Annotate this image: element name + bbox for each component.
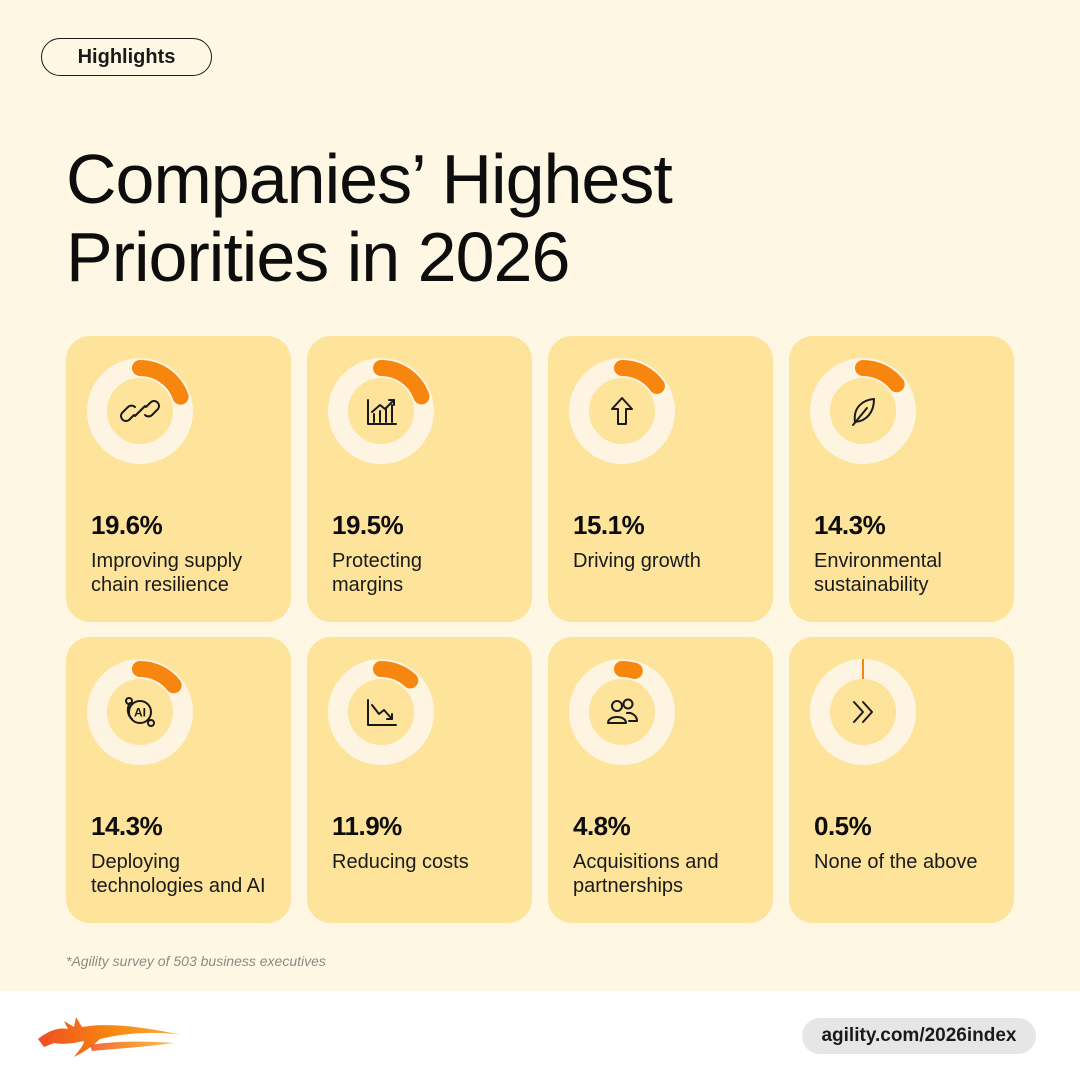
highlights-badge: Highlights	[41, 38, 212, 76]
priority-label: Driving growth	[573, 549, 763, 573]
progress-ring	[87, 358, 193, 464]
progress-ring	[569, 659, 675, 765]
percentage-value: 19.6%	[91, 510, 163, 540]
progress-ring	[569, 358, 675, 464]
priority-label-line: Improving supply	[91, 550, 243, 572]
people-icon	[607, 698, 638, 724]
priority-label: Improving supply chain resilience	[91, 549, 281, 597]
priority-label-line: sustainability	[814, 574, 929, 596]
priority-card: 11.9% Reducing costs	[307, 637, 532, 923]
ring-value-arc	[373, 360, 430, 405]
progress-ring	[328, 659, 434, 765]
progress-ring	[328, 358, 434, 464]
priority-label: Protecting margins	[332, 549, 522, 597]
arrow-up-icon	[611, 397, 633, 425]
priority-label-line: Deploying	[91, 851, 180, 873]
progress-ring	[810, 659, 916, 765]
priority-label-line: Protecting	[332, 550, 423, 572]
priority-label: Environmental sustainability	[814, 549, 1004, 597]
priority-label-line: partnerships	[573, 875, 684, 897]
link-icon	[120, 400, 160, 422]
percentage-value: 15.1%	[573, 510, 645, 540]
priority-label-line: Acquisitions and	[573, 851, 719, 873]
website-url-link[interactable]: agility.com/2026index	[802, 1018, 1036, 1054]
percentage-value: 19.5%	[332, 510, 404, 540]
priority-label-line: technologies and AI	[91, 875, 266, 897]
percentage-value: 14.3%	[91, 811, 163, 841]
percentage-value: 11.9%	[332, 811, 402, 841]
priority-card: 19.6% Improving supply chain resilience	[66, 336, 291, 622]
priority-card: 4.8% Acquisitions and partnerships	[548, 637, 773, 923]
priority-card: 19.5% Protecting margins	[307, 336, 532, 622]
title-line-2: Priorities in 2026	[66, 218, 570, 296]
priority-label-line: Reducing costs	[332, 851, 469, 873]
ring-value-arc	[132, 360, 189, 405]
progress-ring	[810, 358, 916, 464]
priority-label-line: margins	[332, 574, 404, 596]
priority-label-line: Driving growth	[573, 550, 701, 572]
percentage-value: 0.5%	[814, 811, 872, 841]
priority-card: 15.1% Driving growth	[548, 336, 773, 622]
priority-label-line: Environmental	[814, 550, 942, 572]
ring-value-arc	[373, 661, 419, 689]
footer: agility.com/2026index	[0, 991, 1080, 1080]
double-chevron-icon	[853, 701, 873, 723]
priority-label-line: chain resilience	[91, 574, 229, 596]
svg-text:AI: AI	[134, 706, 146, 720]
priority-label: Deploying technologies and AI	[91, 850, 281, 898]
progress-ring	[87, 659, 193, 765]
ai-orbit-icon: AI	[125, 697, 155, 727]
footnote: *Agility survey of 503 business executiv…	[66, 953, 326, 969]
priority-label: Reducing costs	[332, 850, 522, 874]
ring-value-arc	[614, 661, 643, 679]
agility-dragon-logo	[38, 1017, 182, 1057]
trend-down-icon	[367, 699, 397, 726]
priority-label-line: None of the above	[814, 851, 978, 873]
ring-value-arc	[855, 360, 905, 393]
percentage-value: 14.3%	[814, 510, 886, 540]
page-title: Companies’ Highest Priorities in 2026	[66, 140, 866, 296]
ring-value-arc	[614, 360, 665, 394]
priority-card: 14.3% Environmental sustainability	[789, 336, 1014, 622]
percentage-value: 4.8%	[573, 811, 631, 841]
priority-card: AI 14.3% Deploying technologies and AI	[66, 637, 291, 923]
priority-card: 0.5% None of the above	[789, 637, 1014, 923]
priority-label: Acquisitions and partnerships	[573, 850, 763, 898]
ring-value-arc	[132, 661, 182, 694]
priority-label: None of the above	[814, 850, 1004, 874]
bar-chart-growth-icon	[367, 399, 397, 425]
title-line-1: Companies’ Highest	[66, 140, 673, 218]
leaf-icon	[852, 398, 875, 426]
